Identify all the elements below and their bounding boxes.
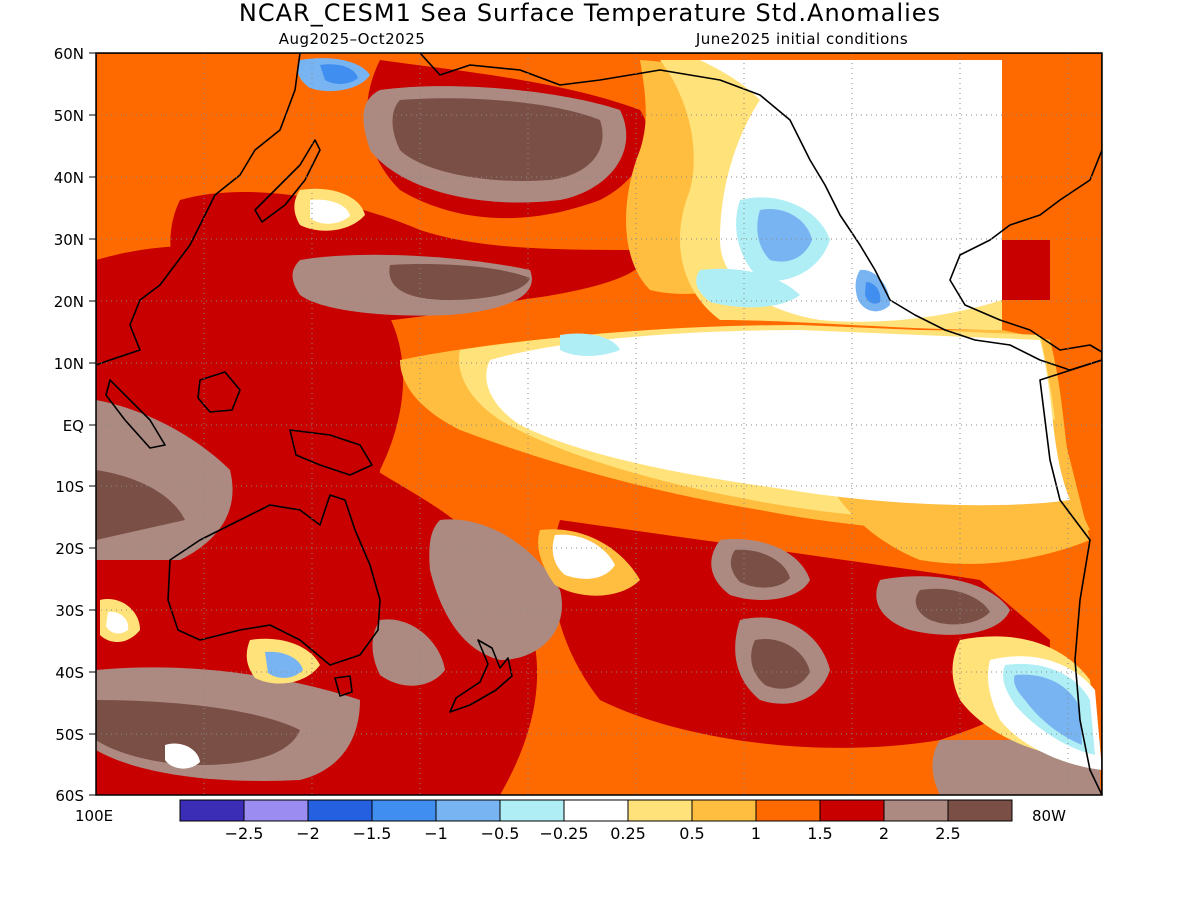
- lat-tick: 60N: [54, 45, 96, 63]
- lat-label: 50S: [55, 726, 84, 744]
- new-zealand-land: [449, 639, 513, 713]
- sumatra-land: [105, 379, 166, 449]
- lat-tick: 50S: [55, 726, 96, 744]
- lat-label: 50N: [54, 107, 84, 125]
- colorbar-swatch: [563, 799, 629, 822]
- colorbar-label: −2.5: [225, 824, 264, 843]
- lat-tick: 30S: [55, 602, 96, 620]
- lat-tick: 20N: [54, 293, 96, 311]
- lon-label-right: 80W: [1032, 807, 1066, 825]
- lat-tick: 10N: [54, 355, 96, 373]
- lat-label: 60N: [54, 45, 84, 63]
- lat-tick: 30N: [54, 231, 96, 249]
- colorbar-swatch: [179, 799, 245, 822]
- colorbar-label: −0.25: [539, 824, 588, 843]
- forecast-period: Aug2025–Oct2025: [279, 30, 426, 48]
- colorbar-label: 2.5: [935, 824, 960, 843]
- graticule: [96, 53, 1102, 795]
- colorbar-swatch: [499, 799, 565, 822]
- colorbar-swatch: [371, 799, 437, 822]
- lat-label: 20S: [55, 540, 84, 558]
- colorbar-label: −1: [424, 824, 448, 843]
- lon-label-left: 100E: [75, 807, 113, 825]
- lat-label: 10N: [54, 355, 84, 373]
- lat-tick: 50N: [54, 107, 96, 125]
- colorbar: −2.5 −2 −1.5 −1 −0.5 −0.25 0.25 0.5 1 1.5 2 2.5: [179, 799, 1013, 843]
- japan-land: [254, 139, 321, 223]
- lat-label: 30S: [55, 602, 84, 620]
- colorbar-swatch: [947, 799, 1013, 822]
- lat-label: 20N: [54, 293, 84, 311]
- colorbar-label: 1: [751, 824, 761, 843]
- colorbar-label: 2: [879, 824, 889, 843]
- colorbar-label: 0.25: [610, 824, 646, 843]
- colorbar-swatch: [691, 799, 757, 822]
- lat-tick: EQ: [63, 417, 96, 435]
- colorbar-swatch: [819, 799, 885, 822]
- colorbar-label: 1.5: [807, 824, 832, 843]
- lat-tick: 40N: [54, 169, 96, 187]
- lat-tick: 10S: [55, 478, 96, 496]
- australia-land: [167, 494, 381, 666]
- borneo-land: [197, 371, 241, 413]
- lat-tick: 20S: [55, 540, 96, 558]
- lat-tick: 40S: [55, 664, 96, 682]
- colorbar-swatch: [627, 799, 693, 822]
- lat-tick: 60S: [55, 787, 96, 805]
- lat-label: 30N: [54, 231, 84, 249]
- asia-land: [96, 53, 301, 366]
- lat-label: 10S: [55, 478, 84, 496]
- lat-label: 60S: [55, 787, 84, 805]
- lat-label: EQ: [63, 417, 84, 435]
- colorbar-swatch: [243, 799, 309, 822]
- latitude-axis: 60N 50N 40N 30N 20N 10N EQ 10S 20S 30S 4…: [54, 45, 96, 805]
- colorbar-label: −1.5: [353, 824, 392, 843]
- colorbar-swatch: [883, 799, 949, 822]
- map-title: NCAR_CESM1 Sea Surface Temperature Std.A…: [239, 0, 941, 27]
- map-frame: [95, 52, 1103, 796]
- colorbar-swatch: [755, 799, 821, 822]
- new-guinea-land: [289, 429, 373, 476]
- map-plot-area: [96, 53, 1102, 795]
- tasmania-land: [334, 675, 353, 697]
- lat-label: 40N: [54, 169, 84, 187]
- colorbar-label: −0.5: [481, 824, 520, 843]
- colorbar-swatch: [307, 799, 373, 822]
- initial-conditions: June2025 initial conditions: [695, 30, 908, 48]
- south-america-land: [1039, 359, 1102, 795]
- north-america-land: [419, 53, 1102, 371]
- colorbar-swatch: [435, 799, 501, 822]
- colorbar-label: 0.5: [679, 824, 704, 843]
- colorbar-label: −2: [296, 824, 320, 843]
- lat-label: 40S: [55, 664, 84, 682]
